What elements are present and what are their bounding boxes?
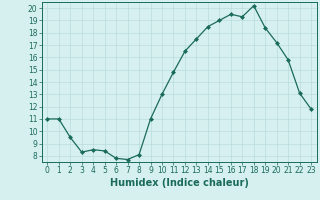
X-axis label: Humidex (Indice chaleur): Humidex (Indice chaleur) (110, 178, 249, 188)
